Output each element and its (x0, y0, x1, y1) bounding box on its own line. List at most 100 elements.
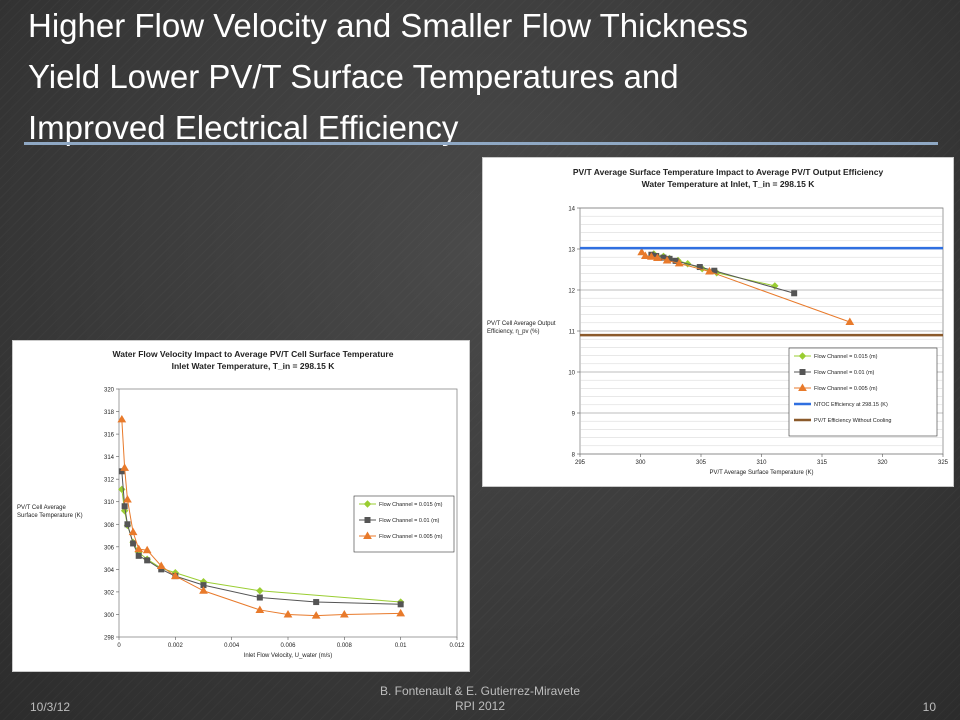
data-point (144, 557, 151, 564)
temperature-chart: Water Flow Velocity Impact to Average PV… (12, 340, 470, 672)
data-point (791, 290, 798, 297)
footer-date: 10/3/12 (30, 700, 71, 714)
efficiency-chart-canvas: PV/T Average Surface Temperature Impact … (487, 167, 949, 476)
data-point (134, 544, 144, 553)
slide-title-line-2: Yield Lower PV/T Surface Temperatures an… (28, 58, 679, 95)
y-axis-label: PV/T Cell Average Surface Temperature (K) (17, 505, 83, 519)
data-point (170, 571, 180, 580)
y-tick-label: 310 (104, 500, 115, 506)
footer-author-line-2: RPI 2012 (454, 699, 506, 713)
legend-marker (798, 383, 807, 391)
title-underline (24, 142, 938, 145)
data-point (117, 414, 127, 423)
x-tick-label: 325 (938, 460, 949, 466)
x-tick-label: 310 (756, 460, 767, 466)
slide-title: Higher Flow Velocity and Smaller Flow Th… (28, 0, 948, 153)
y-tick-label: 12 (568, 289, 575, 295)
y-tick-label: 318 (104, 410, 115, 416)
data-point (674, 258, 684, 267)
x-tick-label: 315 (817, 460, 828, 466)
y-tick-label: 298 (104, 636, 115, 642)
x-axis-label: Inlet Flow Velocity, U_water (m/s) (244, 653, 333, 659)
data-point (123, 494, 132, 503)
temperature-chart-canvas: Water Flow Velocity Impact to Average PV… (17, 349, 465, 659)
legend-marker (799, 369, 806, 375)
legend-label: Flow Channel = 0.005 (m) (814, 386, 878, 392)
y-tick-label: 304 (104, 568, 115, 574)
data-point (120, 507, 129, 515)
legend-box (788, 347, 938, 437)
y-tick-label: 11 (569, 330, 576, 336)
legend-marker (798, 352, 807, 360)
x-tick-label: 295 (575, 460, 586, 466)
y-tick-label: 10 (568, 371, 575, 377)
data-point (637, 247, 647, 256)
data-point (660, 254, 667, 261)
y-tick-label: 9 (572, 412, 576, 418)
y-tick-label: 302 (104, 590, 115, 596)
y-tick-label: 316 (104, 433, 115, 439)
data-point (696, 264, 703, 271)
data-point (130, 540, 137, 547)
legend-marker (363, 500, 372, 508)
data-point (128, 527, 138, 536)
data-point (640, 251, 650, 259)
data-point (653, 253, 662, 262)
legend-label: Flow Channel = 0.015 (m) (379, 502, 443, 508)
chart-subtitle: Inlet Water Temperature, T_in = 298.15 K (172, 361, 336, 371)
y-tick-label: 306 (104, 545, 115, 551)
data-point (313, 599, 320, 606)
data-point (135, 552, 142, 559)
data-point (120, 463, 130, 471)
x-axis-label: PV/T Average Surface Temperature (K) (709, 470, 813, 476)
y-tick-label: 13 (568, 248, 575, 254)
legend-label: Flow Channel = 0.01 (m) (379, 518, 440, 524)
data-point (397, 601, 404, 608)
data-point (396, 608, 406, 617)
x-tick-label: 0 (117, 643, 121, 649)
data-point (142, 545, 152, 554)
footer-page-number: 10 (922, 700, 936, 714)
x-tick-label: 300 (635, 460, 646, 466)
y-tick-label: 14 (568, 207, 575, 213)
data-point (647, 252, 656, 260)
data-point (256, 594, 263, 601)
data-point (311, 611, 321, 619)
y-tick-label: 8 (572, 453, 576, 459)
legend-marker (363, 531, 372, 539)
data-point (339, 609, 349, 618)
series-line-2 (121, 419, 401, 617)
data-point (256, 587, 264, 595)
data-point (199, 586, 208, 594)
y-tick-label: 312 (104, 478, 115, 484)
legend-marker (364, 517, 371, 523)
efficiency-chart: PV/T Average Surface Temperature Impact … (482, 157, 954, 487)
data-point (283, 609, 293, 618)
data-point (121, 503, 128, 510)
data-point (255, 605, 265, 613)
x-tick-label: 320 (877, 460, 888, 466)
y-tick-label: 314 (104, 455, 115, 461)
chart-title: Water Flow Velocity Impact to Average PV… (113, 349, 394, 359)
x-tick-label: 0.012 (449, 643, 465, 649)
chart-subtitle: Water Temperature at Inlet, T_in = 298.1… (642, 179, 816, 189)
data-point (156, 561, 166, 569)
legend-label: PV/T Efficiency Without Cooling (814, 418, 891, 424)
footer-author: B. Fontenault & E. Gutierrez-Miravete RP… (340, 684, 620, 714)
legend-box (353, 495, 455, 553)
x-tick-label: 0.002 (168, 643, 184, 649)
series-line-1 (121, 471, 401, 605)
legend-label: Flow Channel = 0.015 (m) (814, 354, 878, 360)
y-tick-label: 308 (104, 523, 115, 529)
footer-author-line-1: B. Fontenault & E. Gutierrez-Miravete (379, 684, 581, 698)
x-tick-label: 0.004 (224, 643, 240, 649)
x-tick-label: 305 (696, 460, 707, 466)
x-tick-label: 0.006 (280, 643, 296, 649)
legend-label: Flow Channel = 0.005 (m) (379, 534, 443, 540)
x-tick-label: 0.01 (395, 643, 407, 649)
y-axis-label: PV/T Cell Average Output Efficiency, η_pv… (487, 321, 556, 335)
data-point (845, 317, 855, 325)
data-point (705, 267, 714, 275)
data-point (662, 255, 672, 264)
chart-title: PV/T Average Surface Temperature Impact … (573, 167, 884, 177)
